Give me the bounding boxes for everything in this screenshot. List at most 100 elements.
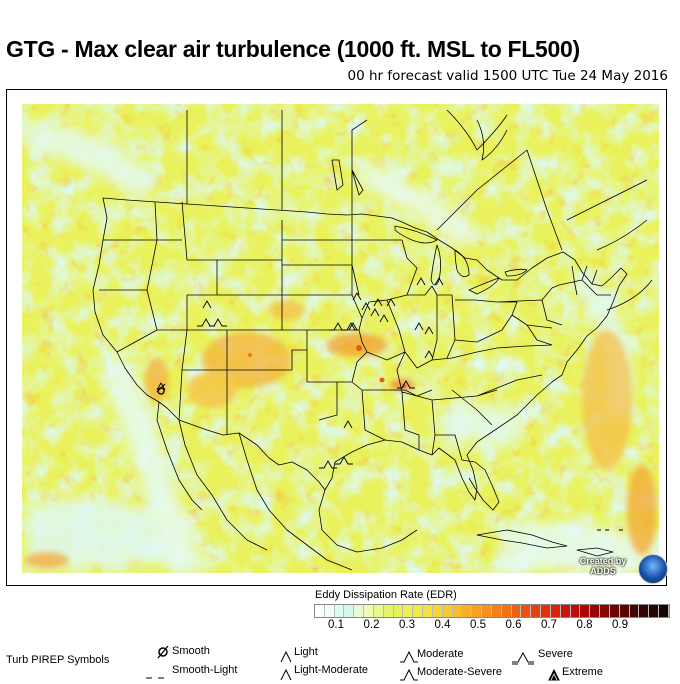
colorbar-cell [570, 605, 581, 617]
colorbar-cell [383, 605, 394, 617]
pirep-light-marker [424, 350, 434, 359]
canada-provinces [186, 110, 563, 251]
us-outline [92, 197, 628, 501]
moderate-severe-icon [400, 668, 418, 681]
pirep-light-marker [434, 277, 444, 286]
colorbar-tick-label: 0.5 [470, 619, 486, 631]
pirep-light-marker [414, 322, 424, 331]
logo-line-2: ADDS [590, 566, 616, 576]
colorbar-cell [373, 605, 384, 617]
lake-erie [468, 277, 500, 295]
pirep-legend-severe: Severe [512, 648, 573, 665]
pirep-legend-moderate: Moderate [400, 648, 463, 663]
colorbar-cell [501, 605, 512, 617]
colorbar-cell [403, 605, 414, 617]
colorbar-tick-label: 0.1 [328, 619, 344, 631]
turbulence-map[interactable] [6, 89, 667, 586]
colorbar-tick-label: 0.4 [434, 619, 451, 631]
lake-ontario [504, 268, 528, 277]
colorbar-cell [609, 605, 620, 617]
logo-text: Created by ADDS [570, 556, 636, 576]
forecast-valid-time: 00 hr forecast valid 1500 UTC Tue 24 May… [347, 68, 668, 84]
pirep-label: Moderate-Severe [417, 666, 502, 678]
colorbar-cell [541, 605, 551, 617]
pirep-legend-moderate-severe: Moderate-Severe [400, 666, 502, 681]
logo-line-1: Created by [579, 556, 627, 566]
colorbar-cell [629, 605, 640, 617]
pirep-moderate-marker [397, 380, 415, 389]
pirep-legend-light: Light [280, 646, 318, 663]
pirep-label: Smooth-Light [172, 664, 238, 676]
pirep-legend-smooth: Smooth [157, 645, 210, 659]
colorbar-cell [600, 605, 610, 617]
colorbar-cell [364, 605, 374, 617]
colorbar-cell [511, 605, 522, 617]
colorbar-cell [649, 605, 659, 617]
colorbar-cell [462, 605, 473, 617]
lake-huron [454, 249, 470, 278]
pirep-light-marker [343, 420, 353, 429]
lake-superior [394, 225, 438, 244]
chart-title: GTG - Max clear air turbulence (1000 ft.… [6, 36, 580, 62]
smooth-light-icon [146, 677, 164, 679]
turbulence-map-svg [22, 104, 659, 573]
smooth-icon [157, 645, 169, 659]
noaa-logo-icon [638, 554, 668, 584]
hispaniola [576, 547, 614, 557]
pirep-label: Light [294, 646, 318, 658]
colorbar-cell [442, 605, 453, 617]
pirep-moderate-marker [319, 460, 337, 469]
edr-colorbar [314, 604, 670, 618]
colorbar-cell [423, 605, 433, 617]
colorbar-cell [324, 605, 335, 617]
colorbar-cell [521, 605, 532, 617]
light-icon [280, 650, 292, 663]
pirep-light-marker [370, 308, 380, 317]
lake-winnipeg [331, 159, 364, 196]
pirep-light-marker [379, 314, 389, 323]
severe-icon [512, 651, 534, 665]
colorbar-cell [658, 605, 669, 617]
colorbar-cell [354, 605, 365, 617]
pirep-smooth-marker [156, 383, 166, 395]
colorbar-tick-label: 0.9 [612, 619, 628, 631]
pirep-label: Severe [538, 648, 573, 660]
colorbar-cell [334, 605, 345, 617]
pirep-label: Extreme [562, 666, 603, 678]
pirep-light-marker [202, 300, 212, 309]
colorbar-cell [393, 605, 404, 617]
colorbar-cell [531, 605, 542, 617]
moderate-icon [400, 650, 418, 663]
pirep-moderate-marker [209, 318, 227, 327]
state-lines [99, 201, 611, 461]
colorbar-cell [590, 605, 601, 617]
cuba [476, 529, 568, 549]
pirep-light-marker [156, 382, 166, 391]
map-boundaries [92, 109, 653, 571]
colorbar-cell [619, 605, 630, 617]
pirep-light-marker [424, 326, 434, 335]
colorbar-cell [491, 605, 502, 617]
colorbar-cell [413, 605, 424, 617]
colorbar-cell [315, 605, 325, 617]
florida [461, 459, 500, 511]
pirep-label: Light-Moderate [294, 664, 368, 676]
pirep-light-marker [348, 322, 358, 331]
colorbar-tick-label: 0.8 [576, 619, 593, 631]
colorbar-cell [550, 605, 561, 617]
pirep-light-marker [352, 292, 362, 301]
pirep-light-marker [386, 298, 396, 307]
pirep-legend-light-moderate: Light-Moderate [280, 664, 368, 681]
colorbar-cell [344, 605, 355, 617]
colorbar-tick-label: 0.6 [505, 619, 522, 631]
legend-title: Eddy Dissipation Rate (EDR) [315, 589, 457, 601]
edr-orange-patches [25, 300, 657, 568]
extreme-icon [548, 668, 560, 681]
colorbar-cell [580, 605, 591, 617]
pirep-moderate-marker [329, 322, 347, 331]
pirep-legend-extreme: Extreme [548, 666, 603, 681]
colorbar-tick-label: 0.3 [399, 619, 415, 631]
pirep-legend-heading: Turb PIREP Symbols [6, 654, 110, 666]
colorbar-cell [482, 605, 492, 617]
pirep-light-marker [416, 277, 426, 286]
